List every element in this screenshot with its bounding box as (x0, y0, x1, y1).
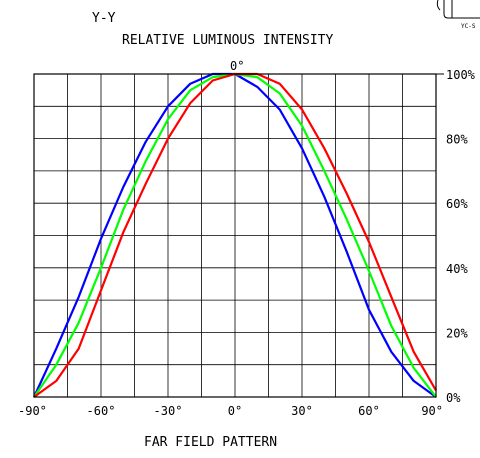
x-tick-label: 60° (358, 404, 380, 418)
y-tick-label: 60% (446, 197, 468, 211)
plot-frame (33, 73, 444, 398)
x-tick-label: -60° (87, 404, 116, 418)
footer-label: FAR FIELD PATTERN (144, 435, 277, 450)
y-tick-label: 100% (446, 68, 476, 82)
plot-border (33, 73, 437, 398)
x-tick-label: 90° (421, 404, 443, 418)
x-tick-label: -30° (154, 404, 183, 418)
corner-diagram-fragment: YC-S (436, 0, 480, 30)
y-tick-label: 0% (446, 391, 461, 405)
header-label: Y-Y (92, 11, 116, 26)
y-tick-label: 40% (446, 262, 468, 276)
x-tick-label: -90° (18, 404, 47, 418)
y-tick-label: 80% (446, 133, 468, 147)
corner-label: YC-S (461, 23, 476, 30)
y-tick-label: 20% (446, 326, 468, 340)
grid (34, 74, 436, 397)
center-angle-label: 0° (230, 59, 244, 73)
x-tick-label: 0° (228, 404, 242, 418)
chart-title: RELATIVE LUMINOUS INTENSITY (122, 33, 333, 48)
y-axis-labels: 0% 20% 40% 60% 80% 100% (446, 68, 476, 405)
x-axis-labels: -90° -60° -30° 0° 30° 60° 90° (18, 404, 443, 418)
x-tick-label: 30° (291, 404, 313, 418)
